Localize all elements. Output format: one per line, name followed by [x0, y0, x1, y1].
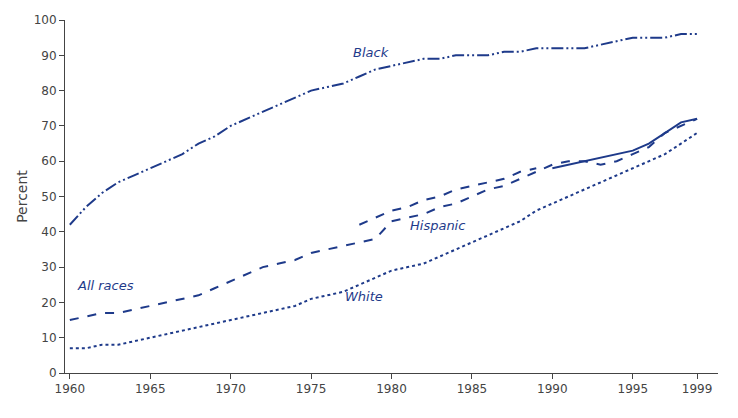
svg-text:1960: 1960 [55, 382, 86, 396]
svg-text:White: White [345, 289, 383, 304]
svg-text:Black: Black [353, 45, 389, 60]
svg-text:100: 100 [34, 13, 57, 27]
svg-text:80: 80 [41, 84, 56, 98]
svg-text:30: 30 [41, 260, 56, 274]
svg-text:0: 0 [49, 366, 57, 380]
svg-text:1995: 1995 [617, 382, 648, 396]
svg-text:10: 10 [41, 331, 56, 345]
svg-text:90: 90 [41, 49, 56, 63]
svg-text:40: 40 [41, 225, 56, 239]
svg-text:50: 50 [41, 190, 56, 204]
svg-text:60: 60 [41, 154, 56, 168]
svg-text:1965: 1965 [135, 382, 166, 396]
svg-text:1970: 1970 [215, 382, 246, 396]
svg-text:1980: 1980 [376, 382, 407, 396]
svg-text:1975: 1975 [296, 382, 327, 396]
svg-text:1985: 1985 [457, 382, 488, 396]
svg-text:Percent: Percent [14, 170, 30, 223]
svg-text:Hispanic: Hispanic [410, 218, 465, 233]
svg-text:70: 70 [41, 119, 56, 133]
svg-text:1990: 1990 [537, 382, 568, 396]
svg-text:1999: 1999 [682, 382, 713, 396]
svg-text:All races: All races [77, 278, 134, 293]
svg-text:20: 20 [41, 296, 56, 310]
